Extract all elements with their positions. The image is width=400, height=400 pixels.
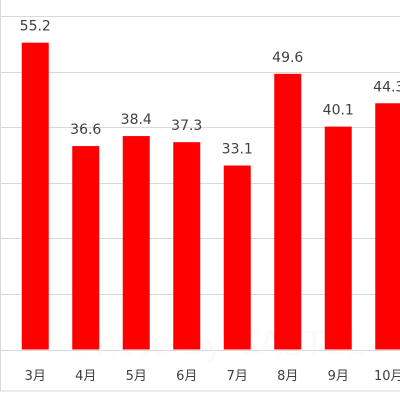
data-labels: 55.2 36.6 38.4 37.3 33.1 49.6 40.1 44.3 — [20, 19, 400, 158]
x-tick-label: 3月 — [25, 369, 46, 384]
bar — [274, 73, 302, 350]
bar — [21, 42, 49, 350]
x-tick-label: 10月 — [374, 369, 400, 384]
data-label: 38.4 — [121, 112, 152, 128]
bar — [375, 103, 400, 350]
data-label: 49.6 — [272, 50, 303, 66]
data-label: 40.1 — [323, 103, 354, 119]
x-tick-label: 5月 — [126, 369, 147, 384]
x-tick-label: 4月 — [75, 369, 96, 384]
data-label: 55.2 — [20, 19, 51, 35]
bar — [324, 126, 352, 350]
x-tick-label: 7月 — [227, 369, 248, 384]
data-label: 37.3 — [171, 118, 202, 134]
x-tick-label: 9月 — [328, 369, 349, 384]
data-label: 33.1 — [222, 142, 253, 158]
data-label: 44.3 — [373, 79, 400, 95]
bars — [21, 42, 400, 350]
watermark: Photo by CASTEL — [75, 324, 365, 364]
x-tick-labels: 3月 4月 5月 6月 7月 8月 9月 10月 — [25, 369, 400, 384]
bar — [223, 165, 251, 350]
bar — [72, 146, 100, 350]
x-tick-label: 8月 — [277, 369, 298, 384]
bar — [122, 136, 150, 350]
data-label: 36.6 — [70, 122, 101, 138]
x-tick-label: 6月 — [176, 369, 197, 384]
bar — [173, 142, 201, 350]
